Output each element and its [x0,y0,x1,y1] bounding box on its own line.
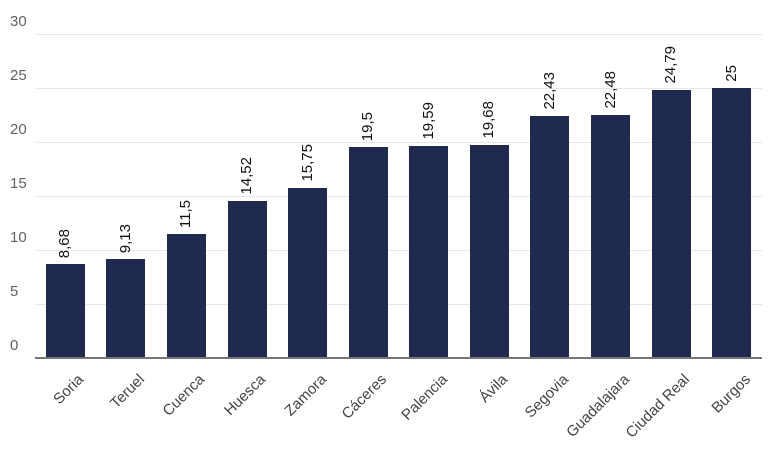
bar[interactable] [409,146,448,357]
gridline [35,142,762,143]
y-axis-tick-label: 30 [10,13,27,30]
gridline [35,250,762,251]
bar[interactable] [652,90,691,357]
gridline [35,304,762,305]
y-axis-tick-label: 15 [10,175,27,192]
bar-value-label: 11,5 [177,199,194,228]
bar[interactable] [349,147,388,357]
bar[interactable] [470,145,509,357]
x-axis-baseline [35,357,762,359]
bar[interactable] [712,88,751,357]
bar[interactable] [228,201,267,357]
y-axis-tick-label: 5 [10,283,19,300]
gridline [35,88,762,89]
bar-value-label: 25 [723,65,740,82]
bar-value-label: 22,48 [602,71,619,109]
bar-value-label: 22,43 [541,72,558,110]
bar[interactable] [288,188,327,357]
y-axis-tick-label: 20 [10,121,27,138]
bar-value-label: 8,68 [56,228,73,258]
y-axis-tick-label: 0 [10,337,19,354]
bar[interactable] [46,264,85,357]
bar[interactable] [591,115,630,357]
bar-value-label: 24,79 [662,46,679,84]
bar-value-label: 19,5 [359,111,376,141]
bar-value-label: 14,52 [238,157,255,195]
bar[interactable] [167,234,206,357]
gridline [35,196,762,197]
y-axis-tick-label: 25 [10,67,27,84]
bar-value-label: 9,13 [117,223,134,253]
bar[interactable] [530,116,569,357]
y-axis-tick-label: 10 [10,229,27,246]
bar-value-label: 15,75 [299,144,316,182]
bar-value-label: 19,68 [480,101,497,139]
gridline [35,34,762,35]
bar[interactable] [106,259,145,357]
bar-value-label: 19,59 [420,102,437,140]
